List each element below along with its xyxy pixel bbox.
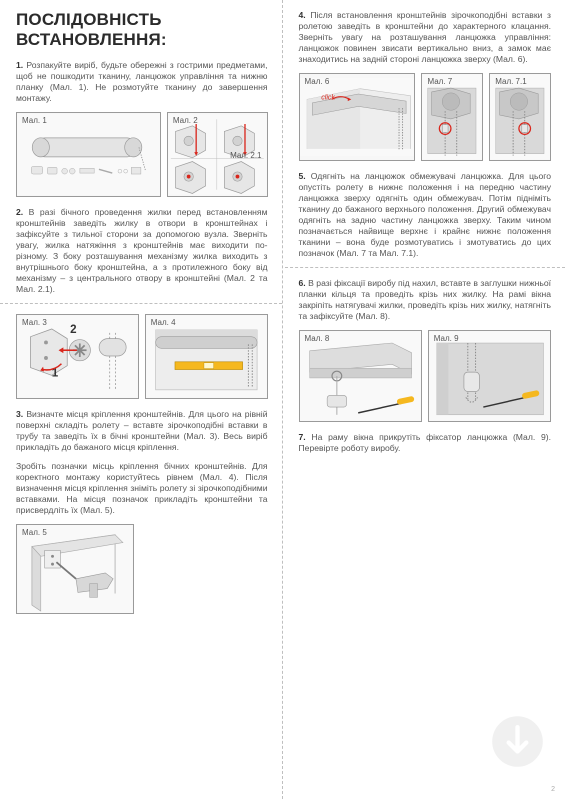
divider <box>0 303 282 304</box>
fig-label: Мал. 1 <box>22 116 47 125</box>
step-6-text: 6. В разі фіксації виробу під нахил, вст… <box>299 278 552 322</box>
fig-label: Мал. 7 <box>427 77 452 86</box>
fig-label: Мал. 4 <box>151 318 176 327</box>
figure-9: Мал. 9 <box>428 330 551 422</box>
step-4-text: 4. Після встановлення кронштейнів зірочк… <box>299 10 552 65</box>
step-3-text: 3. Визначте місця кріплення кронштейнів.… <box>16 409 268 453</box>
fig-label: Мал. 2.1 <box>230 151 261 160</box>
watermark-icon <box>490 714 545 769</box>
figure-2: Мал. 2 Мал. 2.1 <box>167 112 268 197</box>
page-number: 2 <box>551 786 555 793</box>
figrow-5: Мал. 5 <box>16 524 268 614</box>
fig-label: Мал. 3 <box>22 318 47 327</box>
step-7-text: 7. На раму вікна прикрутіть фіксатор лан… <box>299 432 552 454</box>
figure-1: Мал. 1 <box>16 112 161 197</box>
right-column: 4. Після встановлення кронштейнів зірочк… <box>283 0 565 799</box>
figrow-6-7: Мал. 6 click Мал. <box>299 73 552 161</box>
page-title: ПОСЛІДОВНІСТЬ ВСТАНОВЛЕННЯ: <box>16 10 268 50</box>
figure-8: Мал. 8 <box>299 330 422 422</box>
figrow-1-2: Мал. 1 <box>16 112 268 197</box>
figure-7-1: Мал. 7.1 <box>489 73 551 161</box>
figure-7: Мал. 7 <box>421 73 483 161</box>
figrow-3-4: Мал. 3 <box>16 314 268 399</box>
step-5-text: 5. Одягніть на ланцюжок обмежувачі ланцю… <box>299 171 552 259</box>
svg-text:click: click <box>321 94 335 101</box>
fig-label: Мал. 8 <box>305 334 330 343</box>
figure-3: Мал. 3 <box>16 314 139 399</box>
figure-4: Мал. 4 <box>145 314 268 399</box>
divider <box>285 267 565 268</box>
figure-6: Мал. 6 click <box>299 73 416 161</box>
fig-label: Мал. 5 <box>22 528 47 537</box>
figure-5: Мал. 5 <box>16 524 134 614</box>
step-2-text: 2. В разі бічного проведення жилки перед… <box>16 207 268 295</box>
fig-label: Мал. 2 <box>173 116 198 125</box>
fig-label: Мал. 7.1 <box>495 77 526 86</box>
figrow-8-9: Мал. 8 Мал. 9 <box>299 330 552 422</box>
fig-label: Мал. 6 <box>305 77 330 86</box>
step-1-text: 1. Розпакуйте виріб, будьте обережні з г… <box>16 60 268 104</box>
fig-label: Мал. 9 <box>434 334 459 343</box>
svg-text:2: 2 <box>70 324 76 336</box>
step-3b-text: Зробіть позначки місць кріплення бічних … <box>16 461 268 516</box>
left-column: ПОСЛІДОВНІСТЬ ВСТАНОВЛЕННЯ: 1. Розпакуйт… <box>0 0 283 799</box>
